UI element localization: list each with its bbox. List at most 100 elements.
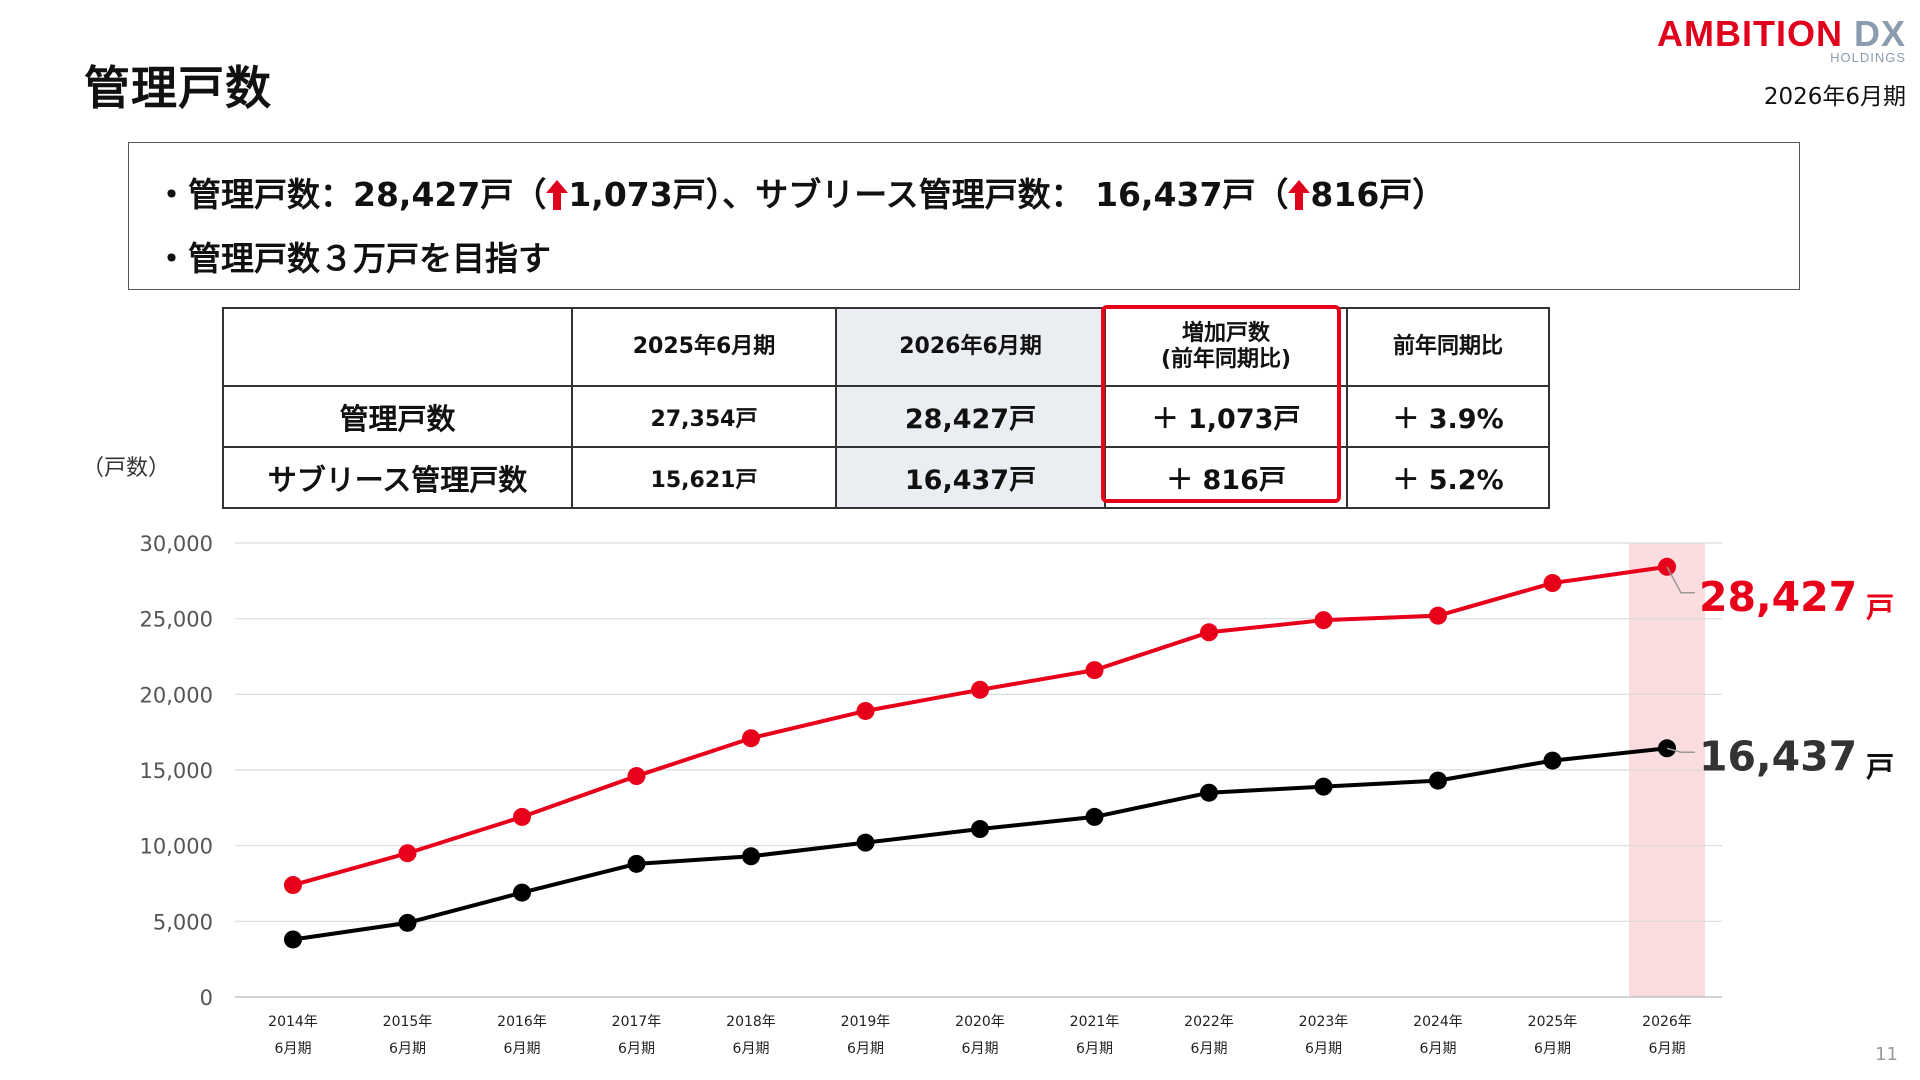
- x-tick-label: 2016年: [497, 1014, 547, 1030]
- up-arrow-icon: [1288, 175, 1311, 214]
- y-tick-label: 30,000: [140, 532, 213, 556]
- row-label: 管理戸数: [222, 385, 573, 448]
- up-arrow-icon: [546, 175, 569, 214]
- x-tick-label: 2017年: [612, 1014, 662, 1030]
- x-tick-label: 6月期: [1534, 1041, 1571, 1057]
- x-tick-label: 2026年: [1642, 1014, 1692, 1030]
- series-line-1: [292, 746, 1668, 942]
- end-label-value: 28,427: [1699, 573, 1857, 621]
- x-tick-label: 2021年: [1070, 1014, 1120, 1030]
- data-point: [856, 701, 875, 720]
- x-tick-label: 6月期: [1649, 1041, 1686, 1057]
- data-point: [398, 844, 417, 863]
- end-label-value: 16,437: [1699, 732, 1857, 780]
- data-point: [971, 820, 989, 839]
- x-tick-label: 6月期: [1305, 1041, 1342, 1057]
- increase-column-highlight: [1101, 305, 1341, 503]
- x-tick-label: 6月期: [1076, 1041, 1113, 1057]
- x-tick-label: 6月期: [962, 1041, 999, 1057]
- data-point: [1543, 751, 1562, 770]
- y-tick-label: 10,000: [140, 835, 213, 859]
- cell-ratio: ＋ 3.9%: [1346, 385, 1550, 448]
- data-point: [398, 913, 417, 932]
- comparison-table: 2025年6月期 2026年6月期 増加戸数 (前年同期比) 前年同期比 管理戸…: [222, 307, 1550, 509]
- cell-increase: ＋ 816戸: [1104, 446, 1348, 509]
- data-point: [971, 680, 989, 699]
- data-point: [1314, 777, 1333, 796]
- data-point: [1543, 574, 1562, 593]
- data-point: [513, 807, 531, 826]
- table-header-blank: [222, 307, 573, 387]
- x-tick-label: 2020年: [955, 1014, 1005, 1030]
- data-point: [1200, 623, 1218, 642]
- x-tick-label: 2014年: [268, 1014, 318, 1030]
- x-tick-label: 2015年: [383, 1014, 433, 1030]
- table-header-increase-title: 増加戸数: [1181, 321, 1270, 346]
- y-tick-label: 20,000: [140, 683, 213, 707]
- cell-curr: 28,427戸: [835, 385, 1106, 448]
- cell-increase: ＋ 1,073戸: [1104, 385, 1348, 448]
- data-point: [513, 883, 531, 902]
- y-tick-label: 5,000: [153, 910, 213, 934]
- x-tick-label: 2018年: [726, 1014, 776, 1030]
- cell-prev: 15,621戸: [571, 446, 837, 509]
- table-header-curr: 2026年6月期: [835, 307, 1106, 387]
- end-label-unit: 戸: [1866, 591, 1894, 624]
- x-tick-label: 6月期: [618, 1041, 655, 1057]
- x-tick-label: 6月期: [389, 1041, 426, 1057]
- x-tick-label: 6月期: [847, 1041, 884, 1057]
- data-point: [1085, 807, 1104, 826]
- summary-text-1b: 1,073戸）、サブリース管理戸数： 16,437戸（: [568, 175, 1289, 214]
- table-header-ratio: 前年同期比: [1346, 307, 1550, 387]
- logo-text-sub: HOLDINGS: [1830, 50, 1906, 65]
- y-tick-label: 25,000: [140, 608, 213, 632]
- end-label-unit: 戸: [1866, 750, 1894, 783]
- data-point: [1429, 606, 1447, 625]
- company-logo: AMBITION DX HOLDINGS: [1656, 13, 1906, 66]
- y-tick-label: 0: [200, 986, 213, 1010]
- cell-ratio: ＋ 5.2%: [1346, 446, 1550, 509]
- summary-line-1: ・管理戸数：28,427戸（ 1,073戸）、サブリース管理戸数： 16,437戸…: [155, 163, 1799, 227]
- fiscal-period: 2026年6月期: [1763, 84, 1906, 110]
- table-header-increase-sub: (前年同期比): [1160, 347, 1292, 372]
- data-point: [856, 833, 875, 852]
- x-tick-label: 2024年: [1413, 1014, 1463, 1030]
- row-label: サブリース管理戸数: [222, 446, 573, 509]
- y-tick-label: 15,000: [140, 759, 213, 783]
- x-tick-label: 6月期: [1191, 1041, 1228, 1057]
- data-point: [742, 847, 760, 866]
- data-point: [1085, 661, 1104, 680]
- x-tick-label: 6月期: [504, 1041, 541, 1057]
- table-header-prev: 2025年6月期: [571, 307, 837, 387]
- x-tick-label: 2025年: [1528, 1014, 1578, 1030]
- x-tick-label: 2019年: [841, 1014, 891, 1030]
- x-tick-label: 2022年: [1184, 1014, 1234, 1030]
- table-header-row: 2025年6月期 2026年6月期 増加戸数 (前年同期比) 前年同期比: [222, 307, 1550, 387]
- data-point: [627, 854, 646, 873]
- chart-unit-label: （戸数）: [82, 456, 171, 481]
- logo-text-dx: DX: [1853, 13, 1906, 54]
- x-tick-label: 6月期: [275, 1041, 312, 1057]
- end-label-leader: [1666, 747, 1695, 754]
- summary-box: ・管理戸数：28,427戸（ 1,073戸）、サブリース管理戸数： 16,437戸…: [128, 142, 1800, 290]
- data-point: [1314, 611, 1333, 630]
- data-point: [1200, 783, 1218, 802]
- logo-text-main: AMBITION: [1656, 13, 1843, 54]
- summary-text-1a: ・管理戸数：28,427戸（: [155, 175, 547, 214]
- x-tick-label: 6月期: [1420, 1041, 1457, 1057]
- page-number: 11: [1875, 1044, 1898, 1065]
- x-tick-label: 2023年: [1299, 1014, 1349, 1030]
- data-point: [284, 876, 302, 895]
- data-point: [284, 930, 302, 949]
- table-header-increase: 増加戸数 (前年同期比): [1104, 307, 1348, 387]
- summary-line-2: ・管理戸数３万戸を目指す: [155, 239, 551, 278]
- data-point: [627, 767, 646, 786]
- data-point: [742, 729, 760, 748]
- x-tick-label: 6月期: [733, 1041, 770, 1057]
- data-point: [1429, 771, 1447, 790]
- summary-text-1c: 816戸）: [1310, 175, 1446, 214]
- page-title: 管理戸数: [84, 61, 272, 115]
- cell-curr: 16,437戸: [835, 446, 1106, 509]
- cell-prev: 27,354戸: [571, 385, 837, 448]
